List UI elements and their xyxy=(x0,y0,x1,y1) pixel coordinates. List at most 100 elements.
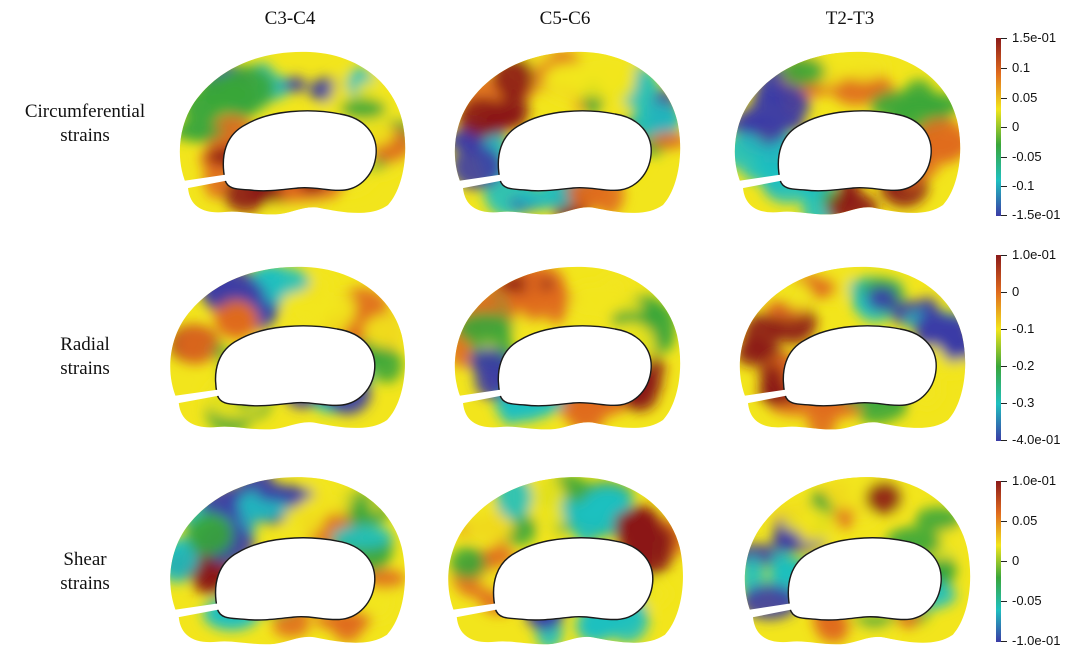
central-canal-hole xyxy=(497,110,652,192)
colorbar-tick xyxy=(1001,98,1007,99)
strain-blob xyxy=(650,131,681,149)
colorbar-tick xyxy=(1001,329,1007,330)
central-canal-hole xyxy=(787,537,942,621)
strain-map-shear-c3-c4 xyxy=(166,477,405,645)
colorbar-tick-label: -1.0e-01 xyxy=(1012,633,1061,648)
strain-blob xyxy=(174,324,218,365)
colorbar-tick xyxy=(1001,292,1007,293)
strain-map-circumferential-c5-c6 xyxy=(451,51,681,215)
colorbar-tick-label: -0.05 xyxy=(1012,149,1042,164)
strain-blob xyxy=(781,56,826,86)
colorbar-tick-label: -0.05 xyxy=(1012,593,1042,608)
strain-blob xyxy=(521,303,546,322)
colorbar-tick xyxy=(1001,521,1007,522)
strain-blob xyxy=(217,299,257,340)
central-canal-hole xyxy=(497,325,652,407)
strain-blob xyxy=(865,481,903,515)
strain-map-circumferential-t2-t3 xyxy=(731,51,961,215)
colorbar-circumferential xyxy=(996,38,1001,216)
colorbar-tick xyxy=(1001,157,1007,158)
colorbar-tick xyxy=(1001,68,1007,69)
strain-map-radial-c5-c6 xyxy=(451,266,681,430)
strain-blob xyxy=(915,507,962,532)
strain-map-circumferential-c3-c4 xyxy=(176,51,406,215)
colorbar-radial xyxy=(996,255,1001,441)
colorbar-tick xyxy=(1001,403,1007,404)
strain-blob xyxy=(569,56,628,99)
colorbar-tick-label: 0 xyxy=(1012,553,1020,568)
dorsal-gap xyxy=(166,602,223,620)
strain-blob xyxy=(495,477,533,520)
colorbar-tick-label: 1.0e-01 xyxy=(1012,247,1057,262)
row-header-line2: strains xyxy=(60,573,110,594)
strain-blob xyxy=(219,65,277,111)
strain-blob xyxy=(538,506,566,530)
strain-map-shear-t2-t3 xyxy=(741,477,971,645)
row-header-shear: Shear strains xyxy=(4,548,166,596)
strain-blob xyxy=(515,188,574,210)
strain-blob xyxy=(339,98,387,120)
colorbar-tick-label: 1.5e-01 xyxy=(1012,30,1057,45)
dorsal-gap xyxy=(731,174,785,190)
strain-blob xyxy=(617,509,659,528)
dorsal-gap xyxy=(444,602,501,620)
colorbar-tick-label: 0 xyxy=(1012,284,1020,299)
strain-blob xyxy=(363,314,405,349)
row-header-line2: strains xyxy=(60,358,110,379)
colorbar-tick xyxy=(1001,601,1007,602)
colorbar-tick xyxy=(1001,127,1007,128)
colorbar-tick-label: -0.2 xyxy=(1012,358,1035,373)
dorsal-gap xyxy=(451,174,505,190)
strain-blob xyxy=(205,85,227,107)
strain-blob xyxy=(739,338,768,367)
strain-blob xyxy=(807,277,836,299)
colorbar-tick xyxy=(1001,366,1007,367)
dorsal-gap xyxy=(176,174,230,190)
column-header-c3-c4: C3-C4 xyxy=(264,8,316,29)
colorbar-tick-label: 1.0e-01 xyxy=(1012,473,1057,488)
column-header-t2-t3: T2-T3 xyxy=(825,8,875,29)
strain-blob xyxy=(449,546,487,579)
row-header-line2: strains xyxy=(60,125,110,146)
colorbar-tick xyxy=(1001,186,1007,187)
strain-blob xyxy=(255,485,314,503)
row-header-line1: Radial xyxy=(60,334,110,355)
strain-blob xyxy=(283,76,307,93)
colorbar-tick xyxy=(1001,215,1007,216)
colorbar-tick-label: 0.1 xyxy=(1012,60,1031,75)
row-header-circumferential: Circumferential strains xyxy=(4,100,166,148)
strain-blob xyxy=(492,56,535,99)
strain-blob xyxy=(761,363,786,407)
strain-map-radial-t2-t3 xyxy=(736,266,966,430)
strain-map-radial-c3-c4 xyxy=(166,266,405,430)
central-canal-hole xyxy=(782,325,937,407)
strain-blob xyxy=(347,497,374,529)
strain-blob xyxy=(826,191,879,215)
strain-blob xyxy=(599,272,631,305)
colorbar-tick-label: -0.1 xyxy=(1012,178,1035,193)
strain-blob xyxy=(179,123,224,141)
strain-blob xyxy=(866,286,898,311)
colorbar-tick-label: -0.3 xyxy=(1012,395,1035,410)
strain-blob xyxy=(185,512,234,556)
strain-map-shear-c5-c6 xyxy=(444,477,683,645)
strain-blob xyxy=(840,51,888,82)
colorbar-shear xyxy=(996,481,1001,642)
colorbar-tick xyxy=(1001,641,1007,642)
strain-blob xyxy=(468,347,508,376)
colorbar-tick-label: 0.05 xyxy=(1012,513,1038,528)
strain-blob xyxy=(914,92,961,114)
colorbar-tick xyxy=(1001,481,1007,482)
colorbar-tick-label: -0.1 xyxy=(1012,321,1035,336)
dorsal-gap xyxy=(741,602,795,620)
strain-blob xyxy=(789,282,812,302)
column-header-c5-c6: C5-C6 xyxy=(539,8,591,29)
dorsal-gap xyxy=(166,389,223,405)
dorsal-gap xyxy=(736,389,790,405)
colorbar-tick xyxy=(1001,561,1007,562)
colorbar-tick xyxy=(1001,38,1007,39)
colorbar-tick-label: 0.05 xyxy=(1012,90,1038,105)
strain-blob xyxy=(920,309,948,333)
central-canal-hole xyxy=(214,537,376,621)
